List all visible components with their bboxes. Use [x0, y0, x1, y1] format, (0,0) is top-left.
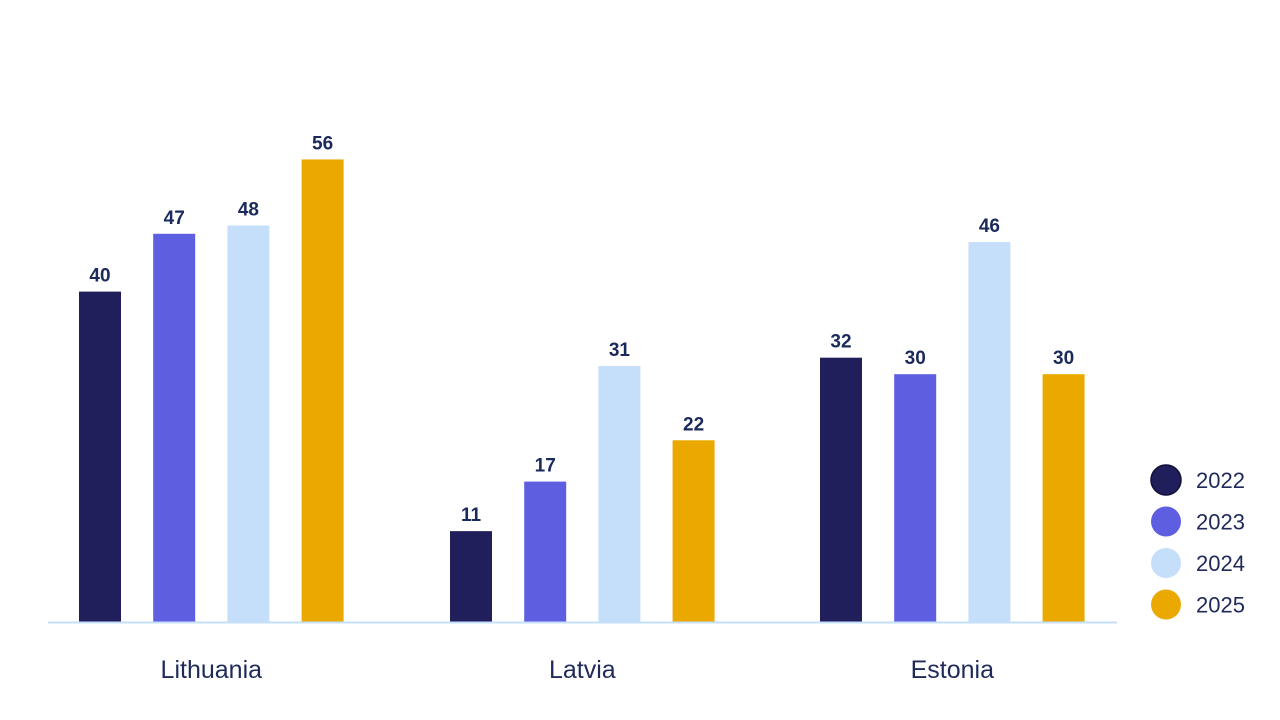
- bar-estonia-2022: [820, 357, 862, 622]
- value-label-lithuania-2025: 56: [312, 133, 333, 154]
- value-label-latvia-2022: 11: [461, 505, 482, 526]
- value-label-estonia-2023: 30: [905, 348, 926, 369]
- bar-lithuania-2024: [227, 225, 270, 622]
- bar-latvia-2022: [450, 531, 492, 622]
- value-label-lithuania-2023: 47: [164, 208, 185, 229]
- value-label-estonia-2024: 46: [979, 216, 1000, 237]
- value-label-latvia-2023: 17: [535, 456, 556, 477]
- legend-label-2023: 2023: [1196, 510, 1245, 535]
- value-label-latvia-2025: 22: [683, 414, 704, 435]
- bars-layer: [79, 159, 1085, 623]
- legend-label-2022: 2022: [1196, 468, 1245, 493]
- bar-lithuania-2025: [301, 159, 344, 622]
- bar-estonia-2023: [894, 374, 937, 622]
- bar-estonia-2024: [968, 242, 1011, 623]
- value-label-lithuania-2024: 48: [238, 200, 259, 221]
- legend-swatch-2024: [1151, 548, 1181, 578]
- legend-label-2025: 2025: [1196, 593, 1245, 618]
- bar-latvia-2023: [524, 481, 567, 622]
- bar-latvia-2025: [672, 440, 715, 622]
- bar-estonia-2025: [1042, 374, 1085, 622]
- category-label-latvia: Latvia: [549, 656, 616, 684]
- value-label-lithuania-2022: 40: [89, 266, 110, 287]
- value-label-latvia-2024: 31: [609, 340, 631, 361]
- value-label-estonia-2022: 32: [830, 332, 851, 353]
- value-label-estonia-2025: 30: [1053, 348, 1074, 369]
- legend-swatch-2022: [1150, 464, 1182, 496]
- legend-swatch-2023: [1151, 506, 1181, 537]
- category-label-lithuania: Lithuania: [161, 656, 263, 684]
- category-labels: Lithuania Latvia Estonia: [161, 656, 995, 684]
- category-label-estonia: Estonia: [911, 656, 994, 684]
- bar-lithuania-2022: [79, 291, 121, 622]
- bar-latvia-2024: [598, 365, 641, 622]
- bar-lithuania-2023: [153, 233, 196, 622]
- legend-label-2024: 2024: [1196, 551, 1245, 576]
- value-labels-layer: 40 47 48 56 11 17 31 22 32 30 46 30: [89, 133, 1074, 526]
- legend-swatch-2025: [1151, 589, 1181, 620]
- legend: 2022 2023 2024 2025: [1150, 464, 1245, 620]
